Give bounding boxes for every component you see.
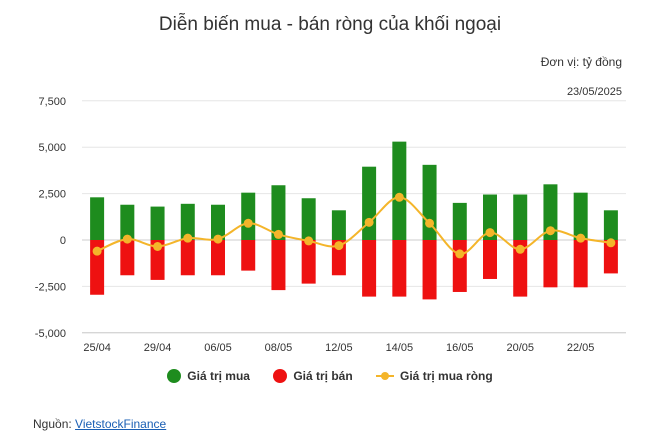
- y-axis-ticks: -5,000 -2,500 0 2,500 5,000 7,500: [35, 96, 66, 340]
- net-point: [243, 218, 253, 228]
- x-tick-label: 06/05: [204, 342, 232, 354]
- sell-bar: [603, 240, 618, 274]
- y-tick-label: -5,000: [35, 328, 66, 340]
- sell-bar: [573, 240, 588, 288]
- net-point: [364, 217, 374, 227]
- buy-bar: [301, 198, 316, 240]
- sell-bar: [150, 240, 165, 280]
- legend-net-label: Giá trị mua ròng: [400, 369, 493, 383]
- buy-bar: [392, 141, 407, 240]
- source-label: Nguồn:: [33, 417, 72, 431]
- sell-bar: [180, 240, 195, 276]
- x-tick-label: 25/04: [83, 342, 111, 354]
- bars: [90, 141, 618, 300]
- net-point: [183, 233, 193, 243]
- x-tick-label: 29/04: [144, 342, 172, 354]
- net-point: [273, 229, 283, 239]
- unit-label: Đơn vị: tỷ đồng: [540, 55, 622, 69]
- legend-buy-label: Giá trị mua: [187, 369, 250, 383]
- sell-bar: [331, 240, 346, 276]
- buy-bar: [573, 192, 588, 240]
- buy-bar: [211, 204, 225, 240]
- legend-sell-label: Giá trị bán: [293, 369, 353, 383]
- x-tick-label: 12/05: [325, 342, 353, 354]
- sell-bar: [422, 240, 437, 300]
- x-tick-label: 16/05: [446, 342, 474, 354]
- gridlines: [82, 100, 626, 334]
- date-label: 23/05/2025: [566, 86, 622, 98]
- net-point: [485, 228, 495, 238]
- net-point: [213, 234, 223, 244]
- x-tick-label: 08/05: [265, 342, 293, 354]
- net-point: [515, 244, 525, 254]
- net-line-path: [96, 196, 612, 255]
- buy-bar: [180, 203, 195, 240]
- x-tick-label: 14/05: [386, 342, 414, 354]
- chart-title: Diễn biến mua - bán ròng của khối ngoại: [158, 14, 502, 35]
- y-tick-label: 0: [60, 235, 66, 247]
- net-point: [92, 246, 102, 256]
- net-point: [425, 218, 435, 228]
- net-point: [394, 192, 404, 202]
- y-tick-label: 2,500: [38, 189, 66, 201]
- net-point: [576, 233, 586, 243]
- legend-sell-marker: [273, 369, 288, 383]
- sell-bar: [211, 240, 225, 276]
- net-point: [606, 238, 616, 248]
- sell-bar: [392, 240, 407, 297]
- sell-bar: [513, 240, 528, 297]
- buy-bar: [331, 210, 346, 240]
- legend-item-sell[interactable]: Giá trị bán: [273, 369, 353, 383]
- sell-bar: [120, 240, 135, 276]
- source-link[interactable]: VietstockFinance: [75, 417, 167, 431]
- buy-bar: [271, 185, 286, 240]
- y-tick-label: -2,500: [35, 281, 66, 293]
- legend: Giá trị mua Giá trị bán Giá trị mua ròng: [0, 369, 660, 386]
- sell-bar: [483, 240, 497, 279]
- net-point: [545, 226, 555, 236]
- sell-bar: [301, 240, 316, 284]
- y-tick-label: 7,500: [38, 96, 66, 108]
- buy-bar: [241, 192, 256, 240]
- net-point: [304, 236, 314, 246]
- sell-bar: [241, 240, 256, 271]
- legend-buy-marker: [167, 369, 182, 383]
- x-axis-ticks: 25/04 29/04 06/05 08/05 12/05 14/05 16/05 20/05…: [83, 342, 594, 354]
- sell-bar: [362, 240, 377, 297]
- legend-item-net[interactable]: Giá trị mua ròng: [376, 369, 493, 383]
- buy-bar: [603, 210, 618, 240]
- buy-bar: [483, 194, 497, 240]
- net-point: [153, 241, 163, 251]
- legend-item-buy[interactable]: Giá trị mua: [167, 369, 250, 383]
- buy-bar: [90, 197, 105, 240]
- buy-bar: [120, 204, 135, 240]
- source-line: Nguồn: VietstockFinance: [33, 417, 166, 431]
- legend-net-marker: [376, 369, 395, 383]
- buy-bar: [150, 206, 165, 240]
- net-point: [455, 249, 465, 259]
- net-point: [122, 234, 132, 244]
- buy-bar: [362, 166, 377, 240]
- sell-bar: [543, 240, 558, 288]
- buy-bar: [513, 194, 528, 240]
- sell-bar: [271, 240, 286, 291]
- x-tick-label: 20/05: [506, 342, 534, 354]
- y-tick-label: 5,000: [38, 142, 66, 154]
- buy-bar: [543, 184, 558, 240]
- net-line: [92, 192, 616, 259]
- buy-bar: [452, 202, 467, 240]
- sell-bar: [452, 240, 467, 292]
- net-point: [334, 241, 344, 251]
- x-tick-label: 22/05: [567, 342, 595, 354]
